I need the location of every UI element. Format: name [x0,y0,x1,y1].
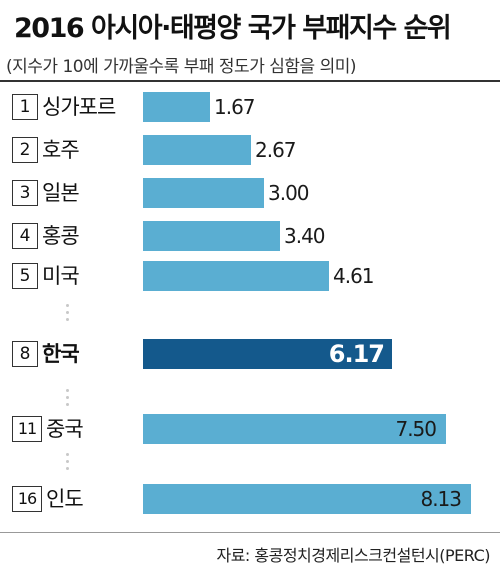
country-label: 호주 [42,138,80,162]
chart-title: 2016 아시아·태평양 국가 부패지수 순위 [14,13,452,44]
bar-싱가포르 [143,92,210,122]
rank-badge: 16 [12,486,42,512]
bar-호주 [143,135,251,165]
bar-일본 [143,178,264,208]
bar-홍콩 [143,221,280,251]
bar-미국 [143,261,329,291]
value-label: 6.17 [328,340,385,368]
value-label: 4.61 [333,264,375,288]
country-label: 홍콩 [42,224,80,248]
country-label: 중국 [46,417,84,441]
rank-badge: 3 [12,180,38,206]
rank-badge: 11 [12,416,42,442]
rank-badge: 8 [12,341,38,367]
value-label: 8.13 [420,487,462,511]
country-label: 인도 [46,487,84,511]
country-label: 싱가포르 [42,95,116,119]
bar-한국 [143,339,392,369]
gap-dots-1 [66,304,70,325]
value-label: 1.67 [214,95,256,119]
value-label: 2.67 [255,138,297,162]
country-label: 일본 [42,181,80,205]
bar-인도 [143,484,471,514]
gap-dots-2 [66,389,70,410]
bar-중국 [143,414,446,444]
bottom-divider [0,532,500,533]
value-label: 7.50 [395,417,437,441]
value-label: 3.40 [284,224,326,248]
gap-dots-3 [66,453,70,474]
country-label: 미국 [42,264,80,288]
source-note: 자료: 홍콩정치경제리스크컨설턴시(PERC) [216,546,490,565]
rank-badge: 4 [12,223,38,249]
rank-badge: 5 [12,263,38,289]
country-label: 한국 [42,342,80,366]
value-label: 3.00 [268,181,310,205]
rank-badge: 2 [12,137,38,163]
top-divider [0,80,500,82]
chart-subtitle: (지수가 10에 가까울수록 부패 정도가 심함을 의미) [6,57,356,77]
rank-badge: 1 [12,94,38,120]
